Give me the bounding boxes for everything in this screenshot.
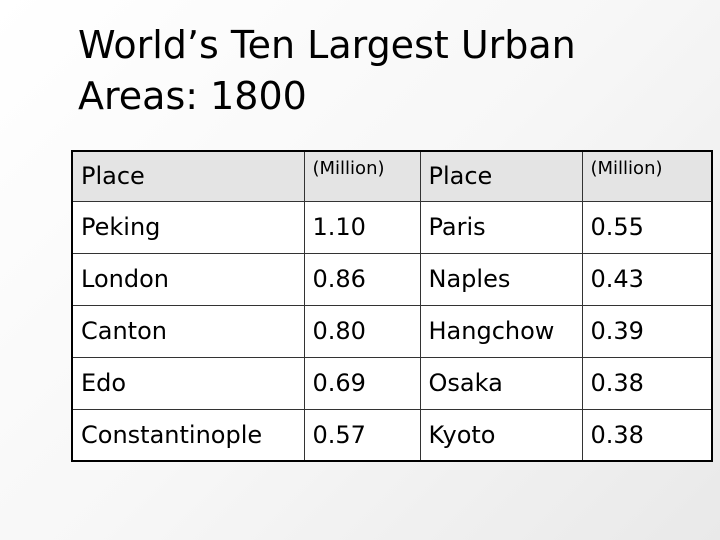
table-cell-place-left: London [71, 252, 305, 306]
table-cell-population-right: 0.38 [581, 408, 713, 462]
urban-areas-table-container: Place (Million) Place (Million) Peking 1… [71, 150, 713, 462]
header-place-right: Place [419, 150, 583, 202]
table-row: Constantinople 0.57 Kyoto 0.38 [71, 408, 713, 462]
table-cell-place-left: Canton [71, 304, 305, 358]
table-cell-population-left: 0.86 [303, 252, 421, 306]
slide-title-line-2: Areas: 1800 [78, 74, 307, 118]
table-cell-population-left: 1.10 [303, 200, 421, 254]
table-cell-population-right: 0.55 [581, 200, 713, 254]
header-place-left: Place [71, 150, 305, 202]
table-cell-population-right: 0.43 [581, 252, 713, 306]
table-cell-place-right: Paris [419, 200, 583, 254]
table-row: Peking 1.10 Paris 0.55 [71, 200, 713, 254]
table-cell-place-right: Naples [419, 252, 583, 306]
table-cell-population-left: 0.80 [303, 304, 421, 358]
table-row: Canton 0.80 Hangchow 0.39 [71, 304, 713, 358]
table-row: Edo 0.69 Osaka 0.38 [71, 356, 713, 410]
slide-title: World’s Ten Largest Urban Areas: 1800 [78, 20, 698, 122]
header-million-left: (Million) [303, 150, 421, 202]
table-cell-place-left: Constantinople [71, 408, 305, 462]
table-cell-place-left: Peking [71, 200, 305, 254]
table-cell-population-right: 0.39 [581, 304, 713, 358]
table-cell-place-left: Edo [71, 356, 305, 410]
table-cell-place-right: Hangchow [419, 304, 583, 358]
header-million-right: (Million) [581, 150, 713, 202]
slide-title-line-1: World’s Ten Largest Urban [78, 23, 576, 67]
table-cell-population-right: 0.38 [581, 356, 713, 410]
table-row: London 0.86 Naples 0.43 [71, 252, 713, 306]
table-cell-population-left: 0.57 [303, 408, 421, 462]
urban-areas-table: Place (Million) Place (Million) Peking 1… [71, 150, 713, 462]
table-cell-population-left: 0.69 [303, 356, 421, 410]
table-cell-place-right: Osaka [419, 356, 583, 410]
table-header-row: Place (Million) Place (Million) [71, 150, 713, 202]
table-cell-place-right: Kyoto [419, 408, 583, 462]
